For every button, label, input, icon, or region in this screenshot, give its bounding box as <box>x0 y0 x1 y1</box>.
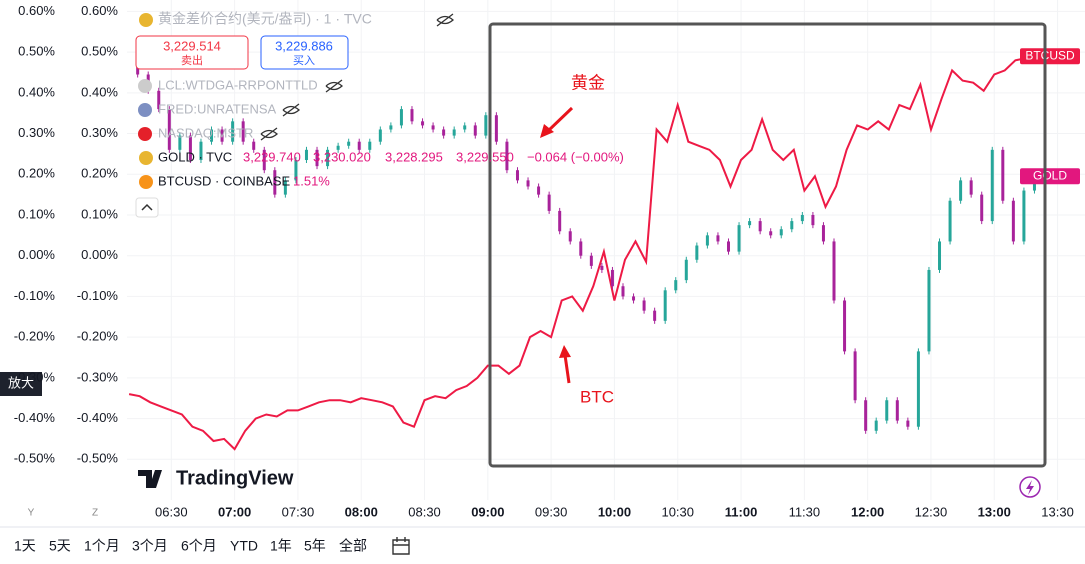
y-tick-label: -0.20% <box>77 329 119 344</box>
price-badge-label: BTCUSD <box>1025 48 1075 62</box>
legend-value: −0.064 (−0.00%) <box>527 149 624 164</box>
axis-button[interactable]: Z <box>92 508 98 519</box>
icon <box>139 151 153 165</box>
range-button[interactable]: 1天 <box>14 538 36 554</box>
range-button[interactable]: 全部 <box>339 538 367 554</box>
x-tick-label: 13:30 <box>1041 504 1074 519</box>
buy-button[interactable] <box>260 35 349 70</box>
y-tick-label: -0.40% <box>77 410 119 425</box>
arrow <box>563 354 571 384</box>
x-tick-label: 11:30 <box>789 504 821 519</box>
buy-price: 3,229.886 <box>275 38 333 53</box>
y-tick-label: -0.50% <box>14 451 56 466</box>
legend-change: 1.51% <box>293 173 330 188</box>
y-tick-label: 0.30% <box>18 125 55 140</box>
zoom-button[interactable] <box>0 372 42 396</box>
arrow <box>546 106 574 133</box>
icon <box>139 13 153 27</box>
x-tick-label: 13:00 <box>978 504 1011 519</box>
x-tick-label: 08:30 <box>408 504 441 519</box>
legend-row: BTCUSD · COINBASE <box>158 173 291 188</box>
y-tick-label: -0.10% <box>77 288 119 303</box>
y-tick-label: 0.60% <box>18 3 55 18</box>
sell-button[interactable] <box>135 35 249 70</box>
line <box>128 55 1037 451</box>
calendar-icon[interactable] <box>392 537 410 555</box>
x-tick-label: 10:30 <box>661 504 694 519</box>
y-tick-label: 0.00% <box>18 247 55 262</box>
sell-label: 卖出 <box>181 53 203 67</box>
x-tick-label: 08:00 <box>345 504 378 519</box>
y-tick-label: 0.20% <box>81 166 118 181</box>
buy-label: 买入 <box>293 54 315 67</box>
y-tick-label: -0.30% <box>14 369 56 384</box>
range-button[interactable]: YTD <box>230 538 258 554</box>
legend-row: NASDAQ:MSTR <box>158 125 253 140</box>
y-tick-label: 0.00% <box>81 247 118 262</box>
y-tick-label: -0.10% <box>14 288 56 303</box>
y-tick-label: -0.50% <box>77 451 119 466</box>
logo: TradingView <box>176 467 294 489</box>
y-tick-label: 0.20% <box>18 166 55 181</box>
x-tick-label: 09:30 <box>535 504 568 519</box>
range-button[interactable]: 6个月 <box>181 538 217 554</box>
x-tick-label: 12:30 <box>915 504 948 519</box>
x-tick-label: 06:30 <box>155 504 188 519</box>
y-tick-label: -0.40% <box>14 410 56 425</box>
grid <box>127 0 1085 500</box>
arrow-head <box>559 345 571 358</box>
price-badge-label: GOLD <box>1033 168 1067 182</box>
y-tick-label: 0.30% <box>81 125 118 140</box>
range-button[interactable]: 1年 <box>270 538 292 554</box>
price-badge <box>1020 168 1080 185</box>
axis-button[interactable]: Y <box>28 508 35 519</box>
range-button[interactable]: 5年 <box>304 538 326 554</box>
x-tick-label: 09:00 <box>471 504 504 519</box>
y-tick-label: 0.40% <box>18 84 55 99</box>
range-button[interactable]: 5天 <box>49 538 71 554</box>
price-badge <box>1020 48 1080 65</box>
icon <box>138 103 152 117</box>
legend-value: 3,228.295 <box>385 149 443 164</box>
eye-icons <box>260 13 454 141</box>
y-tick-label: 0.10% <box>18 206 55 221</box>
legend-value: 3,229.740 <box>243 149 301 164</box>
highlight-box <box>488 22 1047 468</box>
sell-price: 3,229.514 <box>163 38 221 53</box>
x-tick-label: 12:00 <box>851 504 884 519</box>
icon <box>139 175 153 189</box>
legend-value: 3,230.020 <box>313 149 371 164</box>
plot: BTCUSD GOLD <box>128 48 1080 451</box>
x-tick-label: 07:00 <box>218 504 251 519</box>
y-tick-label: 0.10% <box>81 206 118 221</box>
legend-row: LCL:WTDGA-RRPONTTLD <box>158 77 318 92</box>
range-button[interactable]: 1个月 <box>84 538 120 554</box>
range-button[interactable]: 3个月 <box>132 538 168 554</box>
lightning <box>1026 480 1034 495</box>
x-tick-label: 11:00 <box>725 504 758 519</box>
annotation: 黄金 <box>571 73 605 92</box>
x-tick-label: 07:30 <box>282 504 315 519</box>
collapse-button[interactable] <box>135 197 159 218</box>
chevron <box>141 203 153 211</box>
y-tick-label: -0.30% <box>77 369 119 384</box>
icon <box>138 79 152 93</box>
legend-value: 3,229.550 <box>456 149 514 164</box>
icon <box>138 127 152 141</box>
y-tick-label: 0.50% <box>81 44 118 59</box>
y-tick-label: 0.50% <box>18 44 55 59</box>
zoom-label: 放大 <box>8 375 34 390</box>
y-tick-label: 0.40% <box>81 84 118 99</box>
arrow-head <box>540 124 554 138</box>
x-tick-label: 10:00 <box>598 504 631 519</box>
logo-icon <box>138 470 162 488</box>
legend-row: FRED:UNRATENSA <box>158 101 277 116</box>
legend-row: GOLD · TVC <box>158 149 232 164</box>
y-tick-label: 0.60% <box>81 3 118 18</box>
legend-title: 黄金差价合约(美元/盎司) · 1 · TVC <box>158 11 372 27</box>
annotation: BTC <box>580 387 614 406</box>
y-tick-label: -0.20% <box>14 329 56 344</box>
lightning-button[interactable] <box>1019 476 1041 498</box>
